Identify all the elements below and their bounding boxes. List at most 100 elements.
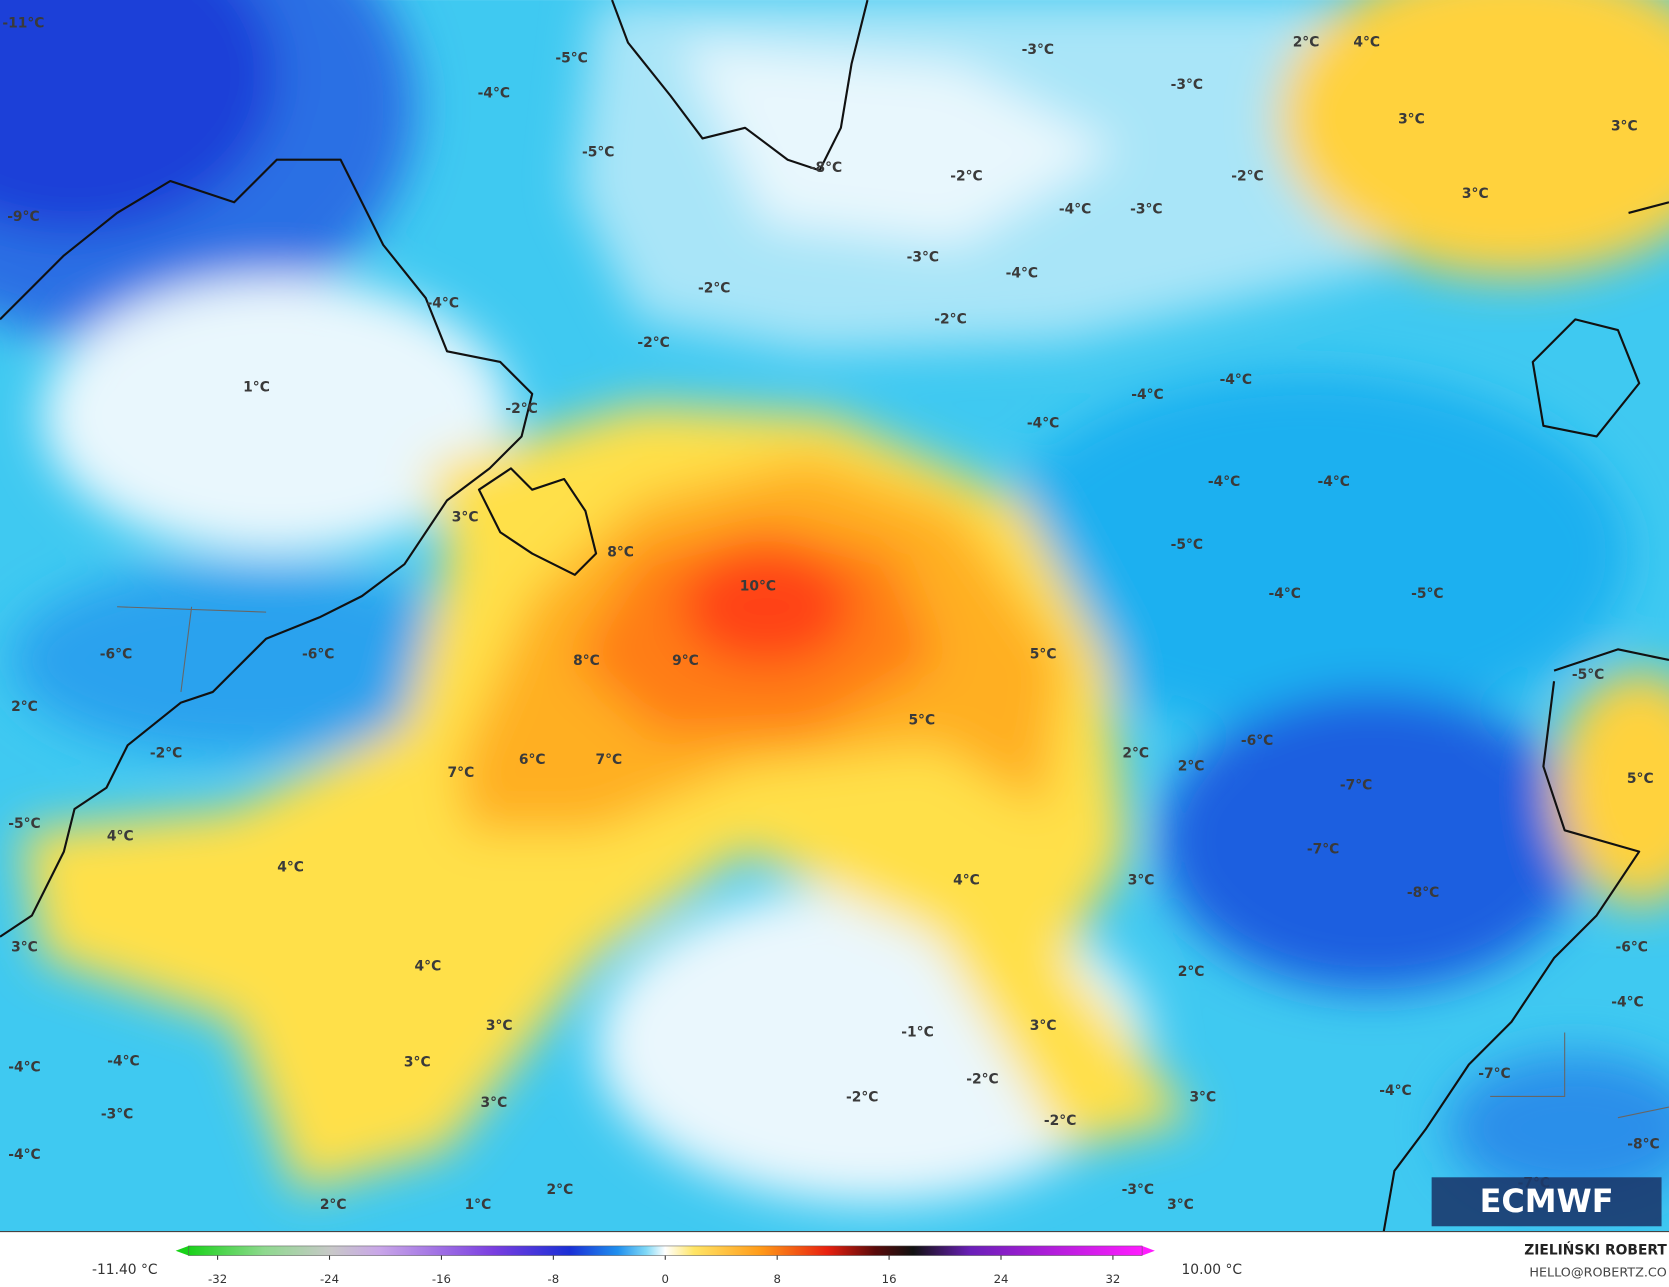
temperature-label: 3°C — [481, 1095, 508, 1111]
temperature-label: -5°C — [1572, 667, 1604, 683]
europe-africa-coast — [1382, 201, 1669, 1232]
temperature-label: -3°C — [1122, 1182, 1154, 1198]
temperature-label: 2°C — [1178, 964, 1205, 980]
north-america-coast — [0, 158, 534, 938]
colorbar: -32 -24 -16 -8 0 8 16 24 32 — [175, 1245, 1155, 1286]
temperature-label: -2°C — [1044, 1113, 1076, 1129]
temperature-label: -2°C — [150, 746, 182, 762]
temperature-label: 4°C — [415, 959, 442, 975]
temperature-label: -3°C — [101, 1107, 133, 1123]
temperature-label: -2°C — [698, 281, 730, 297]
temperature-label: 6°C — [519, 752, 546, 768]
temperature-label: 8°C — [573, 653, 600, 669]
author: ZIELIŃSKI ROBERT — [1524, 1241, 1667, 1259]
temperature-label: 4°C — [1353, 35, 1380, 51]
colorbar-tick-label: -8 — [548, 1272, 560, 1286]
temperature-label: -3°C — [1130, 202, 1162, 218]
temperature-label: -4°C — [1220, 372, 1252, 388]
temperature-label: 3°C — [1611, 119, 1638, 135]
temperature-label: 3°C — [404, 1054, 431, 1070]
temperature-label: 2°C — [547, 1182, 574, 1198]
temperature-label: -4°C — [107, 1053, 139, 1069]
temperature-label: -2°C — [934, 311, 966, 327]
colorbar-tick-label: 24 — [994, 1272, 1009, 1286]
temperature-label: -2°C — [1231, 169, 1263, 185]
temperature-label: -2°C — [637, 335, 669, 351]
temperature-label: 3°C — [1189, 1089, 1216, 1105]
temperature-label: -4°C — [1006, 266, 1038, 282]
colorbar-bar — [188, 1245, 1143, 1256]
temperature-label: -9°C — [7, 209, 39, 225]
temperature-label: -4°C — [1208, 474, 1240, 490]
temperature-label: 9°C — [672, 653, 699, 669]
temperature-label: 3°C — [486, 1018, 513, 1034]
temperature-label: 2°C — [11, 699, 38, 715]
temperature-label: -4°C — [427, 295, 459, 311]
temperature-label: -1°C — [901, 1025, 933, 1041]
temperature-label: 1°C — [465, 1197, 492, 1213]
colorbar-tick-label: 32 — [1105, 1272, 1120, 1286]
temperature-label: -4°C — [1269, 586, 1301, 602]
colorbar-tick-label: -24 — [320, 1272, 339, 1286]
email: HELLO@ROBERTZ.CO — [1529, 1266, 1667, 1281]
temperature-label: -4°C — [1027, 416, 1059, 432]
temperature-label: 7°C — [596, 752, 623, 768]
temperature-label: -4°C — [478, 86, 510, 102]
temperature-label: -6°C — [100, 647, 132, 663]
temperature-label: -11°C — [2, 15, 44, 31]
temperature-label: -4°C — [1379, 1083, 1411, 1099]
temperature-label: -4°C — [1317, 474, 1349, 490]
temperature-label: 10°C — [740, 579, 776, 595]
temperature-label: 1°C — [243, 380, 270, 396]
temperature-label: -3°C — [907, 250, 939, 266]
temperature-label: 4°C — [953, 872, 980, 888]
temperature-label: 2°C — [1293, 35, 1320, 51]
temperature-label: -4°C — [8, 1060, 40, 1076]
colorbar-arrow-left — [175, 1245, 189, 1256]
temperature-label: -2°C — [846, 1089, 878, 1105]
temperature-label: -2°C — [966, 1071, 998, 1087]
temperature-label: -7°C — [1340, 778, 1372, 794]
temperature-label: -8°C — [1407, 885, 1439, 901]
ireland-coast — [1531, 318, 1641, 438]
temperature-label: -2°C — [950, 169, 982, 185]
temperature-label: 3°C — [1398, 111, 1425, 127]
temperature-label: 4°C — [107, 829, 134, 845]
borders — [117, 606, 1669, 1119]
greenland-coast — [611, 0, 869, 172]
temperature-label: -3°C — [1022, 42, 1054, 58]
temperature-label: 2°C — [320, 1197, 347, 1213]
colorbar-tick-label: 8 — [773, 1272, 780, 1286]
temperature-label: 3°C — [1128, 872, 1155, 888]
temperature-label: 3°C — [1462, 186, 1489, 202]
temperature-label: 3°C — [11, 939, 38, 955]
temperature-label: -6°C — [1616, 939, 1648, 955]
temperature-labels: -11°C -5°C -4°C -5°C -3°C -3°C 2°C 4°C 3°C 3°C 3°C… — [2, 15, 1659, 1212]
temperature-label: -5°C — [1411, 586, 1443, 602]
coastlines — [0, 0, 1669, 1232]
temperature-label: 4°C — [277, 860, 304, 876]
temperature-label: 3°C — [452, 509, 479, 525]
logo: ECMWF — [1480, 1182, 1614, 1220]
temperature-label: -5°C — [8, 816, 40, 832]
temperature-label: -8°C — [1627, 1136, 1659, 1152]
colorbar-tick-label: -32 — [208, 1272, 227, 1286]
temperature-label: -2°C — [505, 401, 537, 417]
temperature-label: -8°C — [810, 160, 842, 176]
temperature-label: 8°C — [607, 544, 634, 560]
temperature-label: -4°C — [1131, 387, 1163, 403]
temperature-label: 5°C — [1627, 771, 1654, 787]
temperature-label: 2°C — [1122, 746, 1149, 762]
temperature-label: 3°C — [1030, 1018, 1057, 1034]
temperature-label: -4°C — [1611, 995, 1643, 1011]
temperature-label: 5°C — [1030, 647, 1057, 663]
colorbar-max: 10.00 °C — [1181, 1262, 1242, 1278]
colorbar-tick-label: -16 — [432, 1272, 451, 1286]
temperature-label: -4°C — [1059, 202, 1091, 218]
temperature-field: -11°C -5°C -4°C -5°C -3°C -3°C 2°C 4°C 3°C 3°C 3°C… — [0, 0, 1669, 1232]
temperature-label: 2°C — [1178, 758, 1205, 774]
colorbar-arrow-right — [1142, 1245, 1155, 1256]
temperature-label: -7°C — [1307, 841, 1339, 857]
